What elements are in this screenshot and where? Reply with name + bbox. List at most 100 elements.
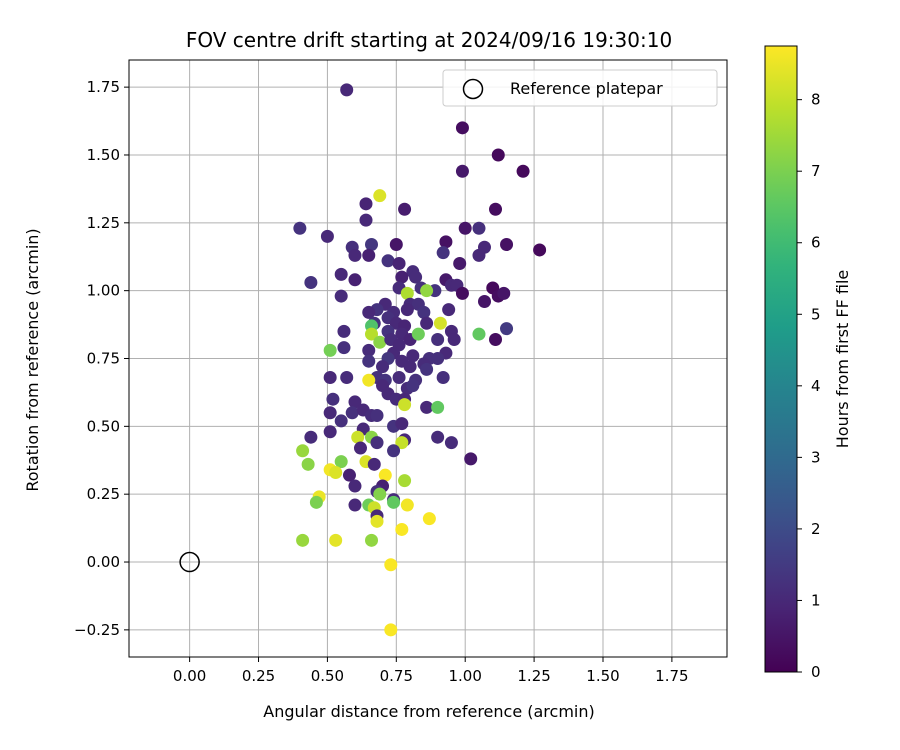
data-point (384, 558, 398, 572)
data-point (381, 254, 395, 268)
data-point (489, 202, 503, 216)
data-point (387, 495, 401, 509)
colorbar-tick-label: 2 (811, 520, 821, 538)
data-point (362, 354, 376, 368)
data-point (387, 444, 401, 458)
x-tick-label: 1.75 (655, 667, 688, 685)
colorbar-ticks: 0 1 2 3 4 5 6 7 8 (797, 91, 821, 681)
data-point (406, 349, 420, 363)
legend-label: Reference platepar (510, 79, 663, 98)
legend: Reference platepar (442, 69, 718, 107)
reference-point-marker (179, 551, 200, 573)
data-point (362, 373, 376, 387)
data-point (348, 395, 362, 409)
data-point (373, 335, 387, 349)
data-point (370, 514, 384, 528)
data-point (370, 408, 384, 422)
data-point (400, 286, 414, 300)
data-point (373, 189, 387, 203)
data-point (323, 343, 337, 357)
data-point (351, 430, 365, 444)
data-point (293, 221, 307, 235)
data-point (373, 487, 387, 501)
data-point (420, 316, 434, 330)
data-point (395, 522, 409, 536)
data-point (334, 267, 348, 281)
data-point (500, 322, 514, 336)
data-point (420, 362, 434, 376)
data-point (431, 430, 445, 444)
data-point (359, 197, 373, 211)
colorbar-tick-label: 6 (811, 234, 821, 252)
data-point (365, 327, 379, 341)
data-point (323, 425, 337, 439)
data-point (398, 398, 412, 412)
y-tick-label: 1.00 (87, 282, 120, 300)
data-point (370, 436, 384, 450)
data-point (365, 238, 379, 252)
data-point (398, 474, 412, 488)
data-point (378, 468, 392, 482)
data-point (409, 270, 423, 284)
colorbar-tick-label: 0 (811, 663, 821, 681)
data-point (376, 360, 390, 374)
colorbar-tick-label: 3 (811, 448, 821, 466)
data-point (340, 83, 354, 97)
data-point (348, 273, 362, 287)
data-point (362, 305, 376, 319)
data-point (442, 303, 456, 317)
x-tick-label: 0.25 (242, 667, 275, 685)
data-point (472, 248, 486, 262)
data-point (472, 327, 486, 341)
data-point (337, 341, 351, 355)
y-tick-label: 1.25 (87, 214, 120, 232)
y-axis-label: Rotation from reference (arcmin) (23, 228, 42, 491)
data-point (353, 441, 367, 455)
scatter-points (293, 83, 547, 637)
data-point (329, 465, 343, 479)
data-point (304, 276, 318, 290)
data-point (464, 452, 478, 466)
data-point (384, 623, 398, 637)
data-point (296, 444, 310, 458)
data-point (497, 286, 511, 300)
data-point (340, 370, 354, 384)
data-point (431, 400, 445, 414)
data-point (439, 235, 453, 249)
data-point (304, 430, 318, 444)
data-point (420, 284, 434, 298)
colorbar-tick-label: 7 (811, 162, 821, 180)
x-tick-label: 1.50 (586, 667, 619, 685)
data-point (436, 370, 450, 384)
legend-marker-icon (462, 78, 484, 100)
data-point (420, 400, 434, 414)
data-point (489, 333, 503, 347)
y-tick-label: −0.25 (74, 621, 120, 639)
data-point (348, 498, 362, 512)
data-point (323, 406, 337, 420)
data-point (323, 370, 337, 384)
y-tick-label: 0.25 (87, 485, 120, 503)
data-point (500, 238, 514, 252)
y-tick-label: 1.50 (87, 146, 120, 164)
colorbar-tick-label: 8 (811, 91, 821, 109)
x-tick-label: 0.75 (380, 667, 413, 685)
data-point (365, 533, 379, 547)
data-point (516, 164, 530, 178)
data-point (431, 352, 445, 365)
data-point (400, 303, 414, 317)
data-point (472, 221, 486, 235)
y-tick-label: 1.75 (87, 78, 120, 96)
data-point (367, 457, 381, 471)
data-point (444, 436, 458, 450)
y-tick-label: 0.75 (87, 350, 120, 368)
data-point (411, 327, 425, 341)
data-point (392, 370, 406, 384)
colorbar-label: Hours from first FF file (833, 270, 852, 449)
data-point (477, 295, 491, 309)
data-point (301, 457, 315, 471)
x-tick-label: 0.50 (311, 667, 344, 685)
y-tick-label: 0.50 (87, 417, 120, 435)
data-point (362, 343, 376, 357)
